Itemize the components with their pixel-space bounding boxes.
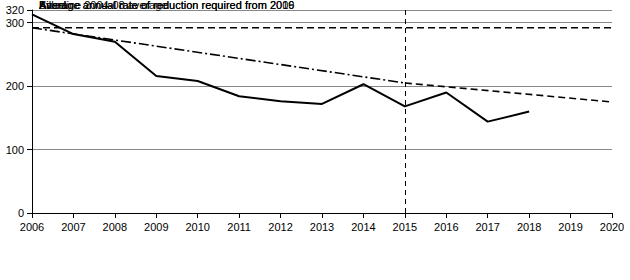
svg-text:2015: 2015 xyxy=(393,221,417,233)
svg-text:0: 0 xyxy=(18,207,24,219)
svg-text:100: 100 xyxy=(6,144,24,156)
svg-text:Average annual rate of reducti: Average annual rate of reduction require… xyxy=(39,0,294,11)
svg-text:2010: 2010 xyxy=(185,221,209,233)
svg-text:Average annual rate of reducti: Average annual rate of reduction require… xyxy=(39,0,294,11)
svg-text:2007: 2007 xyxy=(61,221,85,233)
svg-text:2019: 2019 xyxy=(558,221,582,233)
svg-text:2012: 2012 xyxy=(268,221,292,233)
svg-text:2009: 2009 xyxy=(144,221,168,233)
svg-text:2020: 2020 xyxy=(600,221,624,233)
svg-text:2014: 2014 xyxy=(351,221,375,233)
svg-text:2006: 2006 xyxy=(20,221,44,233)
svg-text:2017: 2017 xyxy=(475,221,499,233)
svg-text:300: 300 xyxy=(6,17,24,29)
svg-text:2016: 2016 xyxy=(434,221,458,233)
svg-text:2008: 2008 xyxy=(103,221,127,233)
svg-text:2011: 2011 xyxy=(227,221,251,233)
svg-text:320: 320 xyxy=(6,4,24,16)
svg-text:200: 200 xyxy=(6,80,24,92)
svg-text:2018: 2018 xyxy=(517,221,541,233)
svg-text:2013: 2013 xyxy=(310,221,334,233)
